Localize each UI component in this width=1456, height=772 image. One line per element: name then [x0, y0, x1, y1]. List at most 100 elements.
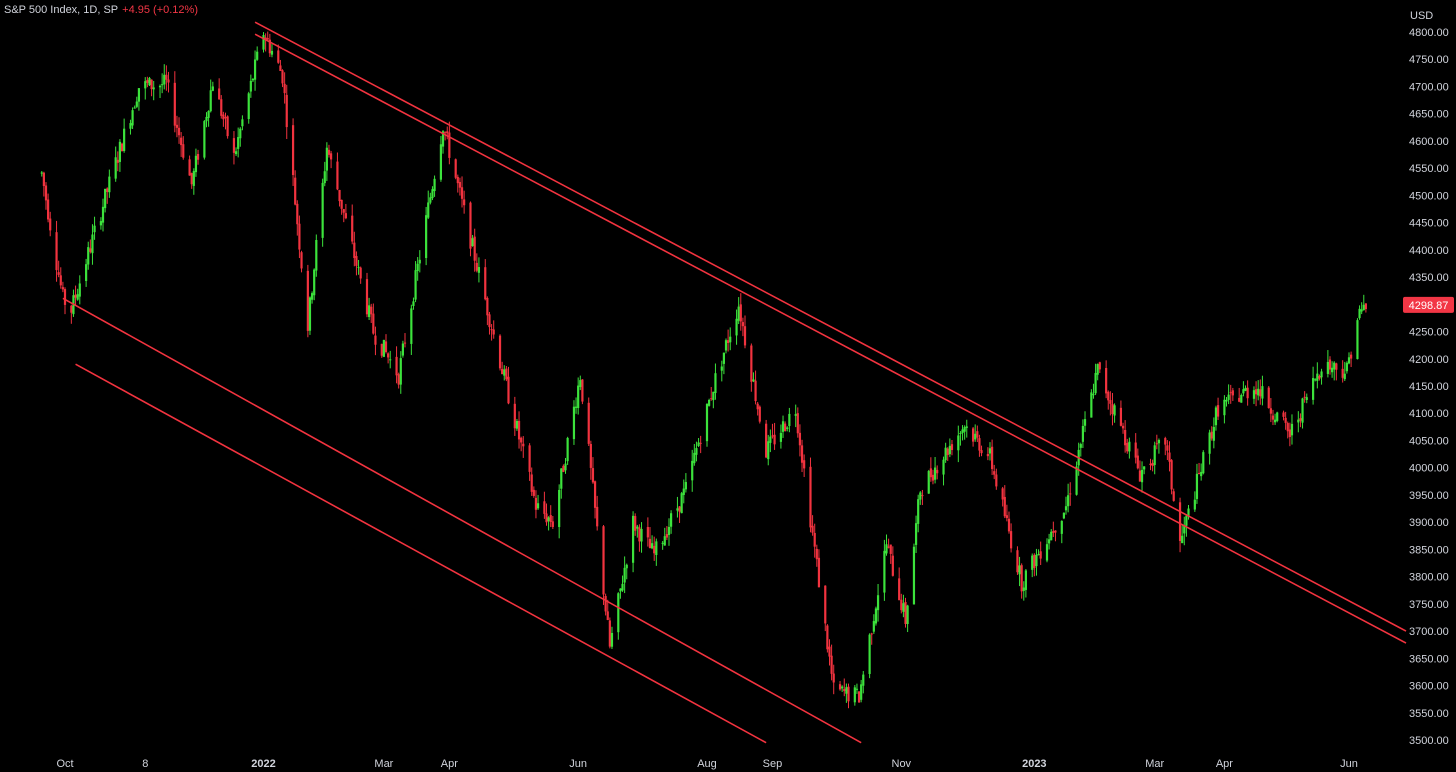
- candle-body: [1126, 442, 1129, 452]
- candle-body: [815, 548, 818, 560]
- candle-body: [365, 279, 369, 315]
- candle-body: [283, 83, 286, 94]
- candle-body: [1033, 554, 1036, 568]
- candle-body: [389, 359, 392, 361]
- y-tick-label: 4600.00: [1409, 136, 1449, 148]
- candle-body: [771, 435, 774, 437]
- candle-body: [1284, 417, 1287, 423]
- candle-body: [222, 114, 225, 120]
- y-tick-label: 4500.00: [1409, 190, 1449, 202]
- time-axis[interactable]: Oct 8 2022 Mar Apr Jun Aug Sep Nov 2023 Mar Apr Jun: [56, 758, 1357, 770]
- candle-body: [543, 501, 546, 514]
- candle-body: [313, 269, 316, 296]
- candle-body: [463, 199, 466, 206]
- candle-body: [101, 206, 105, 223]
- candle-body: [310, 293, 314, 300]
- candle-body: [990, 446, 994, 470]
- candle-body: [1067, 495, 1070, 507]
- candle-body: [841, 686, 844, 689]
- candle-body: [1060, 520, 1063, 534]
- trendline-upper-channel-outer[interactable]: [254, 21, 1407, 632]
- candle-body: [572, 406, 576, 440]
- candle-body: [340, 199, 343, 209]
- candle-body: [190, 173, 193, 185]
- candle-body: [116, 159, 119, 163]
- candle-body: [944, 447, 947, 461]
- price-axis[interactable]: 4800.00 4750.00 4700.00 4650.00 4600.00 4550.…: [1409, 27, 1449, 747]
- symbol-title[interactable]: S&P 500 Index, 1D, SP: [4, 4, 119, 16]
- candle-body: [1345, 362, 1348, 372]
- candle-body: [756, 403, 759, 410]
- candle-body: [921, 495, 924, 497]
- candle-body: [123, 128, 126, 152]
- candle-body: [1227, 394, 1230, 400]
- candle-body: [1138, 470, 1142, 482]
- trendline-upper-channel-inner[interactable]: [254, 33, 1407, 644]
- candle-body: [581, 379, 584, 402]
- last-price-marker: 4298.87: [1403, 296, 1454, 313]
- candle-body: [1311, 378, 1315, 400]
- candle-body: [712, 391, 715, 401]
- candle-body: [300, 252, 303, 269]
- candle-body: [1267, 387, 1270, 409]
- candle-body: [1316, 373, 1319, 381]
- candle-body: [828, 646, 831, 657]
- candle-body: [93, 225, 96, 233]
- candle-body: [1007, 518, 1011, 532]
- candle-body: [1257, 388, 1260, 396]
- candle-body: [1244, 387, 1247, 391]
- candle-body: [1005, 515, 1008, 519]
- candle-body: [1166, 445, 1169, 451]
- candle-body: [264, 37, 267, 40]
- candle-body: [536, 503, 540, 509]
- candle-body: [99, 221, 103, 226]
- candle-body: [224, 117, 227, 119]
- candle-body: [412, 301, 415, 306]
- candle-body: [1358, 308, 1361, 319]
- candle-body: [325, 147, 328, 171]
- x-tick-label: Jun: [1340, 758, 1358, 770]
- candle-body: [993, 471, 996, 475]
- candle-body: [1212, 426, 1215, 441]
- candle-body: [1124, 429, 1127, 446]
- candle-body: [610, 632, 614, 647]
- candle-body: [76, 294, 79, 300]
- candle-body: [192, 171, 195, 186]
- candle-body: [1170, 460, 1173, 490]
- candle-body: [1149, 463, 1152, 466]
- candle-body: [336, 161, 339, 190]
- candle-body: [669, 513, 673, 527]
- candle-body: [758, 406, 761, 422]
- candle-body: [262, 35, 265, 50]
- candle-body: [530, 474, 533, 492]
- candle-body: [667, 526, 671, 535]
- y-tick-label: 4000.00: [1409, 463, 1449, 475]
- candle-body: [55, 232, 58, 271]
- candle-body: [1288, 429, 1291, 438]
- candle-body: [241, 119, 244, 127]
- candle-body: [691, 460, 694, 481]
- trendline-lower-channel[interactable]: [62, 297, 862, 744]
- candle-body: [634, 516, 637, 531]
- candle-body: [786, 427, 789, 429]
- candle-body: [460, 187, 464, 199]
- candle-body: [414, 270, 417, 300]
- candle-body: [714, 373, 717, 394]
- candle-body: [410, 308, 413, 344]
- candle-body: [1231, 390, 1234, 396]
- candle-body: [1202, 452, 1205, 474]
- candle-body: [727, 340, 730, 344]
- y-tick-label: 3800.00: [1409, 572, 1449, 584]
- candle-body: [513, 403, 516, 429]
- trendline-lower-parallel[interactable]: [75, 363, 767, 744]
- candle-body: [602, 526, 605, 595]
- candle-body: [868, 634, 871, 674]
- candle-body: [1246, 387, 1249, 399]
- candle-body: [1094, 373, 1097, 394]
- candle-body: [853, 687, 856, 703]
- candle-body: [387, 353, 390, 358]
- candle-body: [784, 423, 787, 432]
- candle-body: [473, 236, 476, 261]
- y-tick-label: 4150.00: [1409, 381, 1449, 393]
